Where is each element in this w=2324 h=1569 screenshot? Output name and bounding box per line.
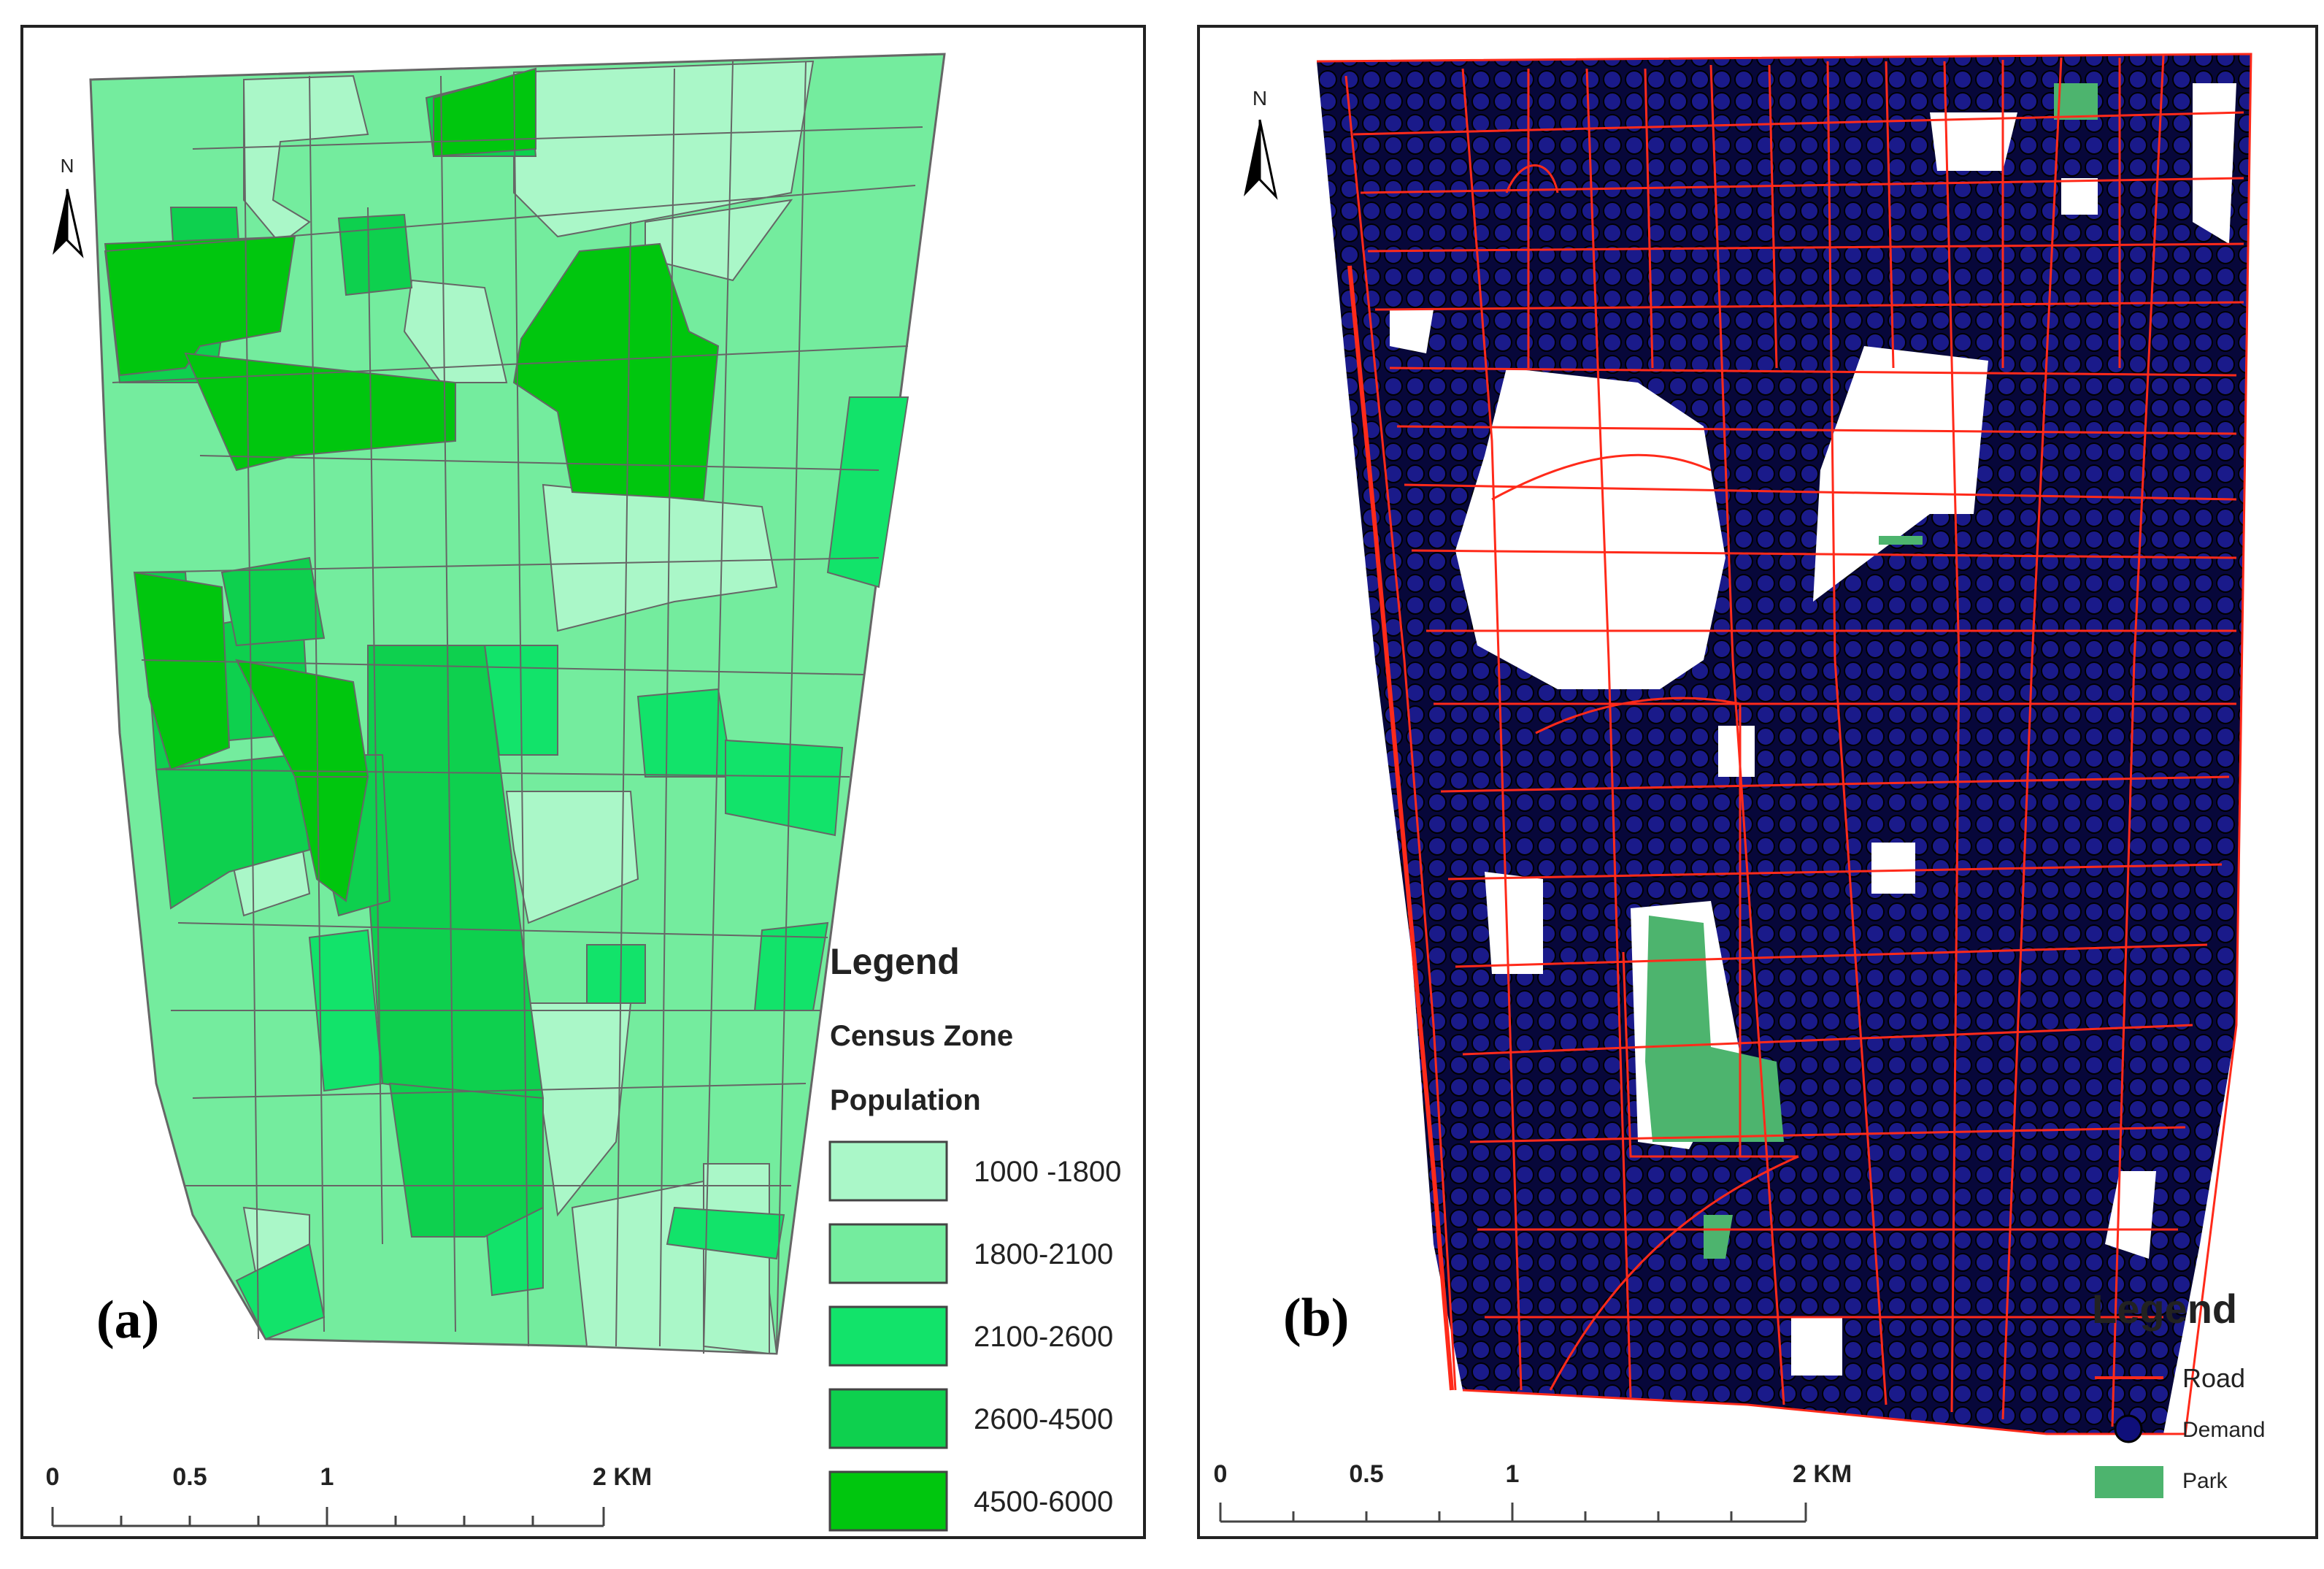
panel-label-a: (a) [96,1290,159,1350]
legend-park-symbol [2095,1466,2163,1498]
legend-label-4: 2600-4500 [974,1403,1113,1435]
legend-label-3: 2100-2600 [974,1321,1113,1353]
main-road-west [1347,265,1454,1391]
panel-label-b: (b) [1283,1288,1349,1348]
legend-label-park: Park [2182,1469,2228,1493]
legend-label-1: 1000 -1800 [974,1156,1121,1188]
legend-subtitle-census-zone: Census Zone [830,1020,1013,1052]
scale-label-1: 1 [320,1463,334,1491]
scale-label-2km: 2 KM [1793,1460,1852,1488]
park-areas [1645,83,2098,1259]
zones-2100-2600 [235,396,909,1340]
scale-label-0: 0 [46,1463,60,1491]
legend-label-2: 1800-2100 [974,1238,1113,1270]
demand-road-map: N Legend Road Demand Park (b) 0 0.5 1 2 … [1214,53,2265,1523]
demand-map-panel: N Legend Road Demand Park (b) 0 0.5 1 2 … [1197,25,2318,1539]
scale-label-0-5: 0.5 [172,1463,207,1491]
legend-title: Legend [2092,1286,2237,1332]
legend-swatch-1 [828,1140,948,1202]
scale-label-0: 0 [1214,1460,1228,1488]
zones-1000-1800 [220,60,815,1355]
scale-label-2km: 2 KM [593,1463,652,1491]
legend-label-road: Road [2182,1363,2245,1393]
zone-boundaries [104,61,923,1354]
legend-swatch-4 [828,1388,948,1449]
legend-label-demand: Demand [2182,1418,2265,1442]
legend-swatch-2 [828,1223,948,1284]
legend-label-5: 4500-6000 [974,1486,1113,1518]
open-areas [1390,83,2236,1376]
north-letter: N [1253,87,1267,110]
census-zone-map: N Legend Census Zone Population 1000 -18… [46,53,1121,1532]
legend-demand-symbol [2114,1414,2143,1443]
scale-bar [51,1507,605,1527]
scale-label-0-5: 0.5 [1349,1460,1383,1488]
north-arrow-icon [53,188,84,258]
zones-4500-6000 [104,67,720,902]
north-letter: N [61,155,74,177]
scale-bar [1219,1503,1807,1523]
north-arrow-icon [1244,119,1278,200]
scale-label-1: 1 [1506,1460,1520,1488]
road-network [1316,53,2252,1435]
legend-title: Legend [830,941,960,982]
legend-swatch-5 [828,1470,948,1532]
census-zone-map-panel: N Legend Census Zone Population 1000 -18… [20,25,1146,1539]
legend-swatch-3 [828,1305,948,1367]
legend-subtitle-population: Population [830,1084,981,1116]
